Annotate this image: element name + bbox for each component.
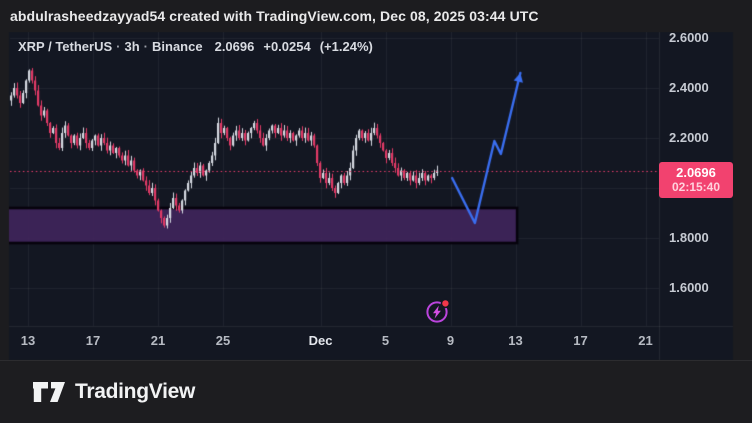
exchange-label: Binance xyxy=(152,39,203,54)
badge-countdown: 02:15:40 xyxy=(671,179,721,194)
time-tick-label: 21 xyxy=(150,333,166,348)
time-tick-label: Dec xyxy=(308,333,333,348)
tradingview-logo-icon xyxy=(33,382,65,402)
time-tick-label: 21 xyxy=(638,333,653,348)
time-tick-label: 9 xyxy=(446,333,455,348)
price-tick-label: 2.2000 xyxy=(669,130,709,145)
interval-label[interactable]: 3h xyxy=(124,39,140,54)
legend-change-abs: +0.0254 xyxy=(263,39,311,54)
last-price-badge[interactable]: 2.0696 02:15:40 xyxy=(659,161,733,198)
time-tick-label: 13 xyxy=(20,333,36,348)
tradingview-logo[interactable]: TradingView xyxy=(33,380,195,404)
legend-change-pct: (+1.24%) xyxy=(319,39,373,54)
attribution-bar: abdulrasheedzayyad54 created with Tradin… xyxy=(0,0,752,32)
legend-last-price: 2.0696 xyxy=(214,39,255,54)
time-tick-label: 17 xyxy=(85,333,101,348)
price-tick-label: 2.4000 xyxy=(669,80,709,95)
badge-price: 2.0696 xyxy=(676,164,716,180)
chart-legend[interactable]: XRP / TetherUS · 3h · Binance 2.0696 +0.0254 (+… xyxy=(18,39,373,54)
legend-separator: · xyxy=(116,39,121,54)
price-tick-label: 2.6000 xyxy=(669,30,709,45)
legend-separator: · xyxy=(143,39,149,54)
price-tick-label: 1.6000 xyxy=(669,280,709,295)
logo-bar: TradingView xyxy=(0,360,752,423)
time-tick-label: 17 xyxy=(573,333,588,348)
lightning-marker-icon[interactable] xyxy=(424,297,452,325)
time-tick-label: 25 xyxy=(215,333,231,348)
time-tick-label: 5 xyxy=(381,333,390,348)
tradingview-logo-text: TradingView xyxy=(75,380,196,403)
price-tick-label: 1.8000 xyxy=(669,230,709,245)
symbol-label[interactable]: XRP / TetherUS xyxy=(18,39,113,54)
attribution-text: abdulrasheedzayyad54 created with Tradin… xyxy=(10,8,539,24)
time-tick-label: 13 xyxy=(508,333,523,348)
